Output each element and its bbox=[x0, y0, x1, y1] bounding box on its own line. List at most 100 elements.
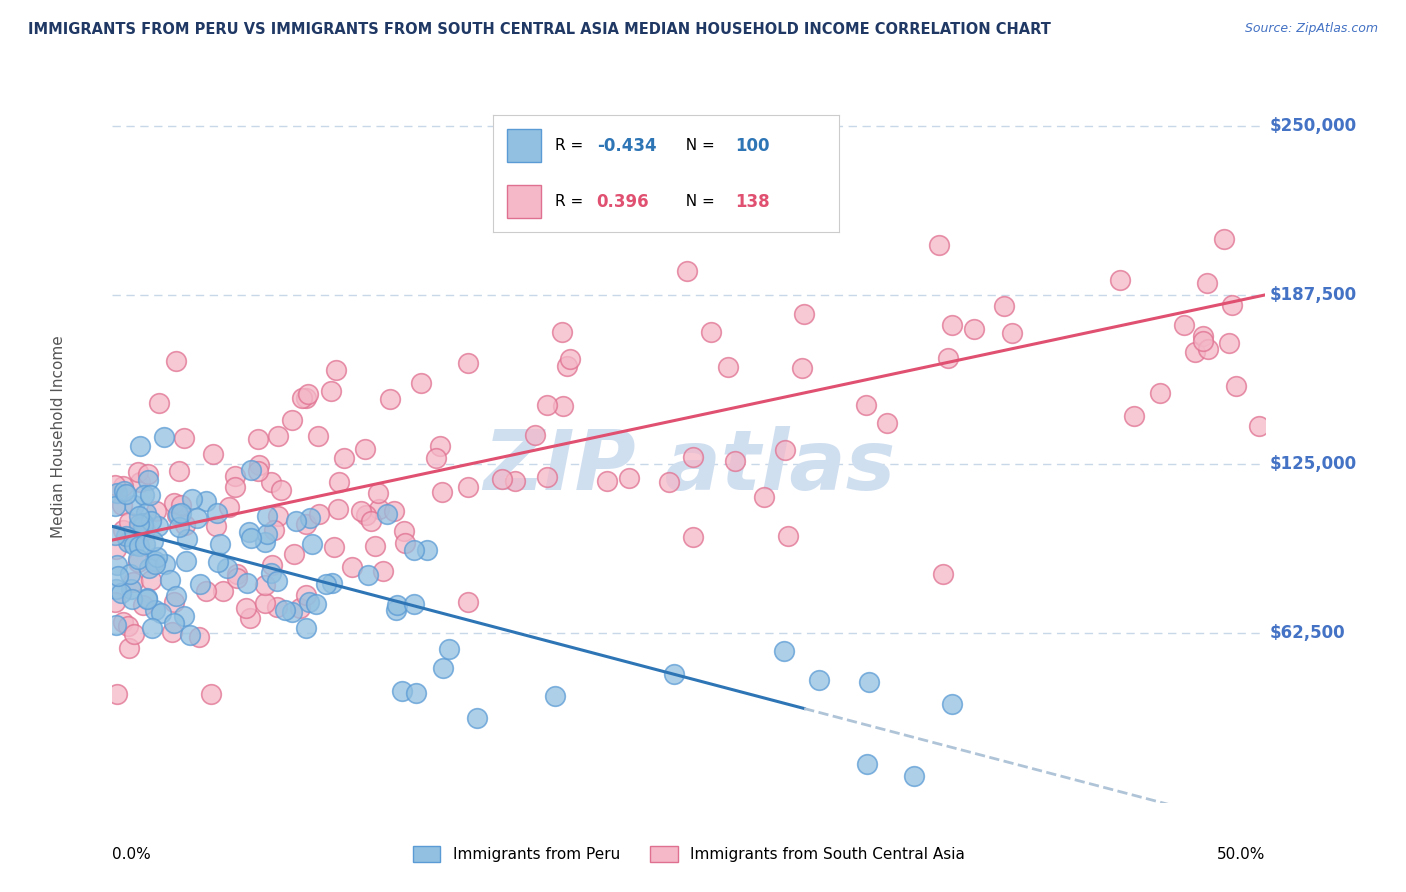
Point bbox=[120, 567, 142, 582]
Point bbox=[323, 540, 346, 554]
Point bbox=[176, 533, 198, 547]
Legend: Immigrants from Peru, Immigrants from South Central Asia: Immigrants from Peru, Immigrants from So… bbox=[406, 840, 972, 868]
Point bbox=[262, 558, 284, 572]
Point bbox=[202, 447, 225, 461]
Point bbox=[179, 628, 201, 642]
Point bbox=[128, 539, 150, 553]
Point bbox=[195, 584, 218, 599]
Point bbox=[127, 555, 149, 569]
Point bbox=[936, 351, 959, 365]
Point bbox=[717, 359, 740, 374]
Point bbox=[378, 392, 401, 407]
Point bbox=[404, 542, 426, 557]
Point bbox=[319, 384, 342, 398]
Point bbox=[148, 395, 170, 409]
Point bbox=[360, 514, 382, 528]
Point bbox=[121, 575, 143, 590]
Point bbox=[941, 318, 963, 332]
Text: $250,000: $250,000 bbox=[1270, 117, 1357, 135]
Point bbox=[363, 540, 385, 554]
Point bbox=[1225, 378, 1247, 392]
Point bbox=[218, 500, 240, 515]
Point bbox=[429, 440, 451, 454]
Point bbox=[141, 621, 163, 635]
Point bbox=[682, 450, 704, 464]
Point bbox=[132, 516, 155, 530]
Point bbox=[212, 583, 235, 598]
Point bbox=[104, 499, 127, 513]
Point bbox=[394, 536, 416, 550]
Point bbox=[122, 499, 145, 513]
Point bbox=[110, 586, 132, 600]
Point bbox=[373, 564, 395, 578]
Point bbox=[118, 515, 141, 529]
Point bbox=[134, 523, 156, 537]
Point bbox=[288, 600, 311, 615]
Point bbox=[239, 463, 262, 477]
Point bbox=[536, 398, 558, 412]
Point bbox=[136, 591, 159, 606]
Text: $62,500: $62,500 bbox=[1270, 624, 1346, 642]
Point bbox=[127, 551, 149, 566]
Point bbox=[367, 502, 389, 516]
Point bbox=[153, 430, 176, 444]
Point bbox=[122, 538, 145, 552]
Point bbox=[332, 450, 354, 465]
Point bbox=[145, 504, 167, 518]
Text: Source: ZipAtlas.com: Source: ZipAtlas.com bbox=[1244, 22, 1378, 36]
Point bbox=[385, 603, 408, 617]
Point bbox=[773, 644, 796, 658]
Point bbox=[676, 264, 699, 278]
Point bbox=[354, 508, 377, 523]
Point bbox=[112, 615, 135, 630]
Point bbox=[117, 619, 139, 633]
Point bbox=[291, 392, 314, 406]
Point bbox=[136, 473, 159, 487]
Point bbox=[104, 528, 127, 542]
Point bbox=[405, 686, 427, 700]
Point bbox=[315, 577, 337, 591]
Point bbox=[195, 494, 218, 508]
Point bbox=[112, 484, 135, 499]
Point bbox=[104, 477, 127, 491]
Point bbox=[295, 517, 318, 532]
Point bbox=[297, 387, 319, 401]
Point bbox=[321, 575, 343, 590]
Point bbox=[280, 413, 302, 427]
Point bbox=[128, 516, 150, 531]
Point bbox=[124, 627, 146, 641]
Point bbox=[536, 470, 558, 484]
Point bbox=[416, 543, 439, 558]
Point bbox=[143, 554, 166, 568]
Point bbox=[205, 518, 228, 533]
Point bbox=[858, 675, 880, 690]
Point bbox=[274, 603, 297, 617]
Point bbox=[105, 558, 128, 572]
Point bbox=[432, 485, 454, 500]
Point bbox=[752, 490, 775, 504]
Point bbox=[308, 507, 330, 521]
Point bbox=[134, 488, 156, 502]
Y-axis label: Median Household Income: Median Household Income bbox=[52, 335, 66, 539]
Point bbox=[1001, 326, 1024, 341]
Point bbox=[457, 595, 479, 609]
Text: 50.0%: 50.0% bbox=[1218, 847, 1265, 862]
Point bbox=[1192, 328, 1215, 343]
Point bbox=[163, 496, 186, 510]
Point bbox=[111, 498, 134, 512]
Point bbox=[129, 439, 152, 453]
Point bbox=[298, 510, 321, 524]
Point bbox=[285, 514, 308, 528]
Point bbox=[555, 359, 578, 373]
Point bbox=[165, 353, 187, 368]
Point bbox=[941, 697, 963, 711]
Point bbox=[425, 451, 447, 466]
Point bbox=[143, 603, 166, 617]
Point bbox=[217, 561, 239, 575]
Point bbox=[128, 509, 150, 524]
Point bbox=[260, 566, 283, 581]
Point bbox=[120, 582, 142, 597]
Point bbox=[132, 519, 155, 533]
Point bbox=[136, 467, 159, 482]
Text: 0.0%: 0.0% bbox=[112, 847, 152, 862]
